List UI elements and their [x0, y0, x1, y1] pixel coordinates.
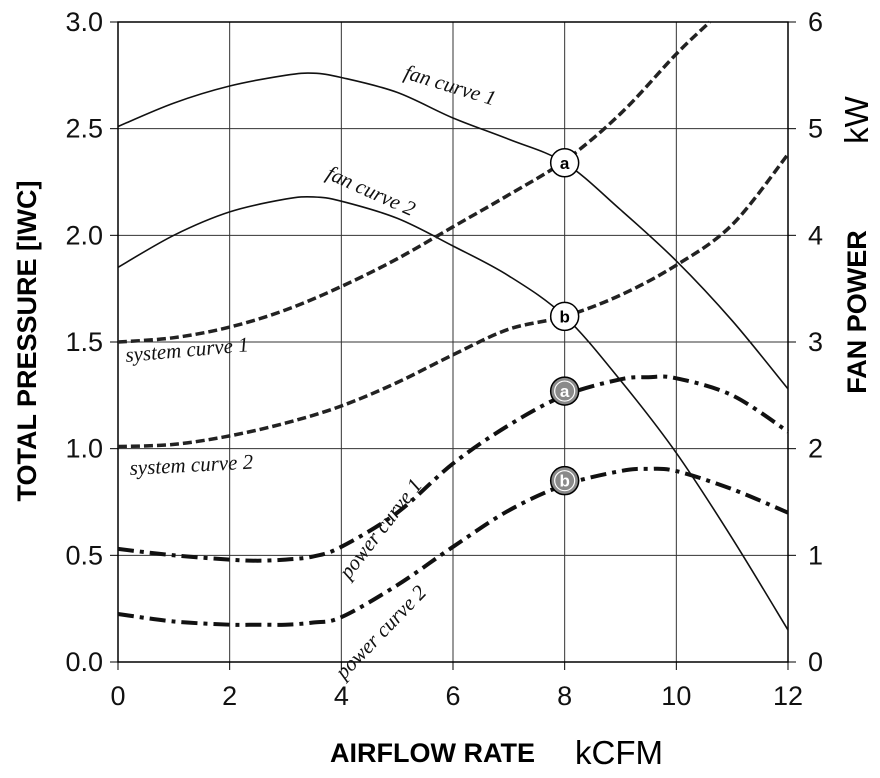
y-tick-label: 0.0: [65, 647, 103, 677]
y2-axis-title: FAN POWER: [842, 230, 872, 394]
x-tick-label: 0: [110, 681, 125, 711]
series-power-curve-2: [117, 466, 789, 627]
y-tick-label: 2.5: [65, 114, 103, 144]
label-system-curve-2: system curve 2: [129, 450, 254, 480]
y2-tick-label: 4: [808, 220, 823, 250]
label-fan-curve-1: fan curve 1: [402, 60, 499, 111]
series-system-curve-1: [117, 20, 712, 344]
marker-label: b: [559, 472, 569, 491]
x-tick-label: 8: [557, 681, 572, 711]
y2-tick-label: 3: [808, 327, 823, 357]
marker-circle: [549, 301, 580, 332]
operating-point-a-pressure: a: [549, 148, 580, 178]
label-fan-curve-2: fan curve 2: [323, 161, 420, 222]
x-tick-label: 6: [445, 681, 460, 711]
operating-point-a-power: a: [549, 376, 580, 406]
x-tick-label: 12: [773, 681, 803, 711]
y2-tick-label: 0: [808, 647, 823, 677]
marker-label: b: [559, 307, 569, 326]
label-power-curve-1: power curve 1: [333, 474, 427, 585]
y-tick-label: 0.5: [65, 540, 103, 570]
marker-ring: [554, 470, 576, 492]
x-unit: kCFM: [575, 734, 663, 771]
marker-circle: [549, 148, 580, 178]
series-system-curve-2: [117, 153, 790, 449]
marker-label: a: [560, 382, 570, 401]
marker-ring: [554, 380, 576, 402]
operating-point-b-power: b: [549, 465, 580, 496]
grid: [117, 21, 789, 663]
y-tick-label: 1.5: [65, 327, 103, 357]
marker-label: a: [560, 154, 570, 173]
series-fan-curve-1: [117, 72, 789, 390]
y2-tick-label: 2: [808, 434, 823, 464]
curves: [117, 20, 790, 631]
x-axis-title: AIRFLOW RATE: [330, 738, 535, 768]
x-tick-label: 10: [661, 681, 691, 711]
y2-tick-label: 1: [808, 540, 823, 570]
y-tick-label: 2.0: [65, 220, 103, 250]
series-fan-curve-2: [117, 195, 789, 631]
label-system-curve-1: system curve 1: [124, 332, 249, 367]
operating-points: a b a b: [549, 148, 580, 496]
y-tick-label: 3.0: [65, 7, 103, 37]
y-tick-label: 1.0: [65, 434, 103, 464]
x-tick-label: 4: [334, 681, 349, 711]
y2-unit: kW: [838, 95, 875, 144]
y2-tick-label: 5: [808, 114, 823, 144]
curve-labels: fan curve 1 fan curve 2 system curve 1 syst…: [124, 60, 499, 685]
x-tick-label: 2: [222, 681, 237, 711]
operating-point-b-pressure: b: [549, 301, 580, 332]
y-axis-title: TOTAL PRESSURE [IWC]: [12, 180, 42, 501]
series-power-curve-1: [117, 374, 790, 563]
y2-tick-label: 6: [808, 7, 823, 37]
